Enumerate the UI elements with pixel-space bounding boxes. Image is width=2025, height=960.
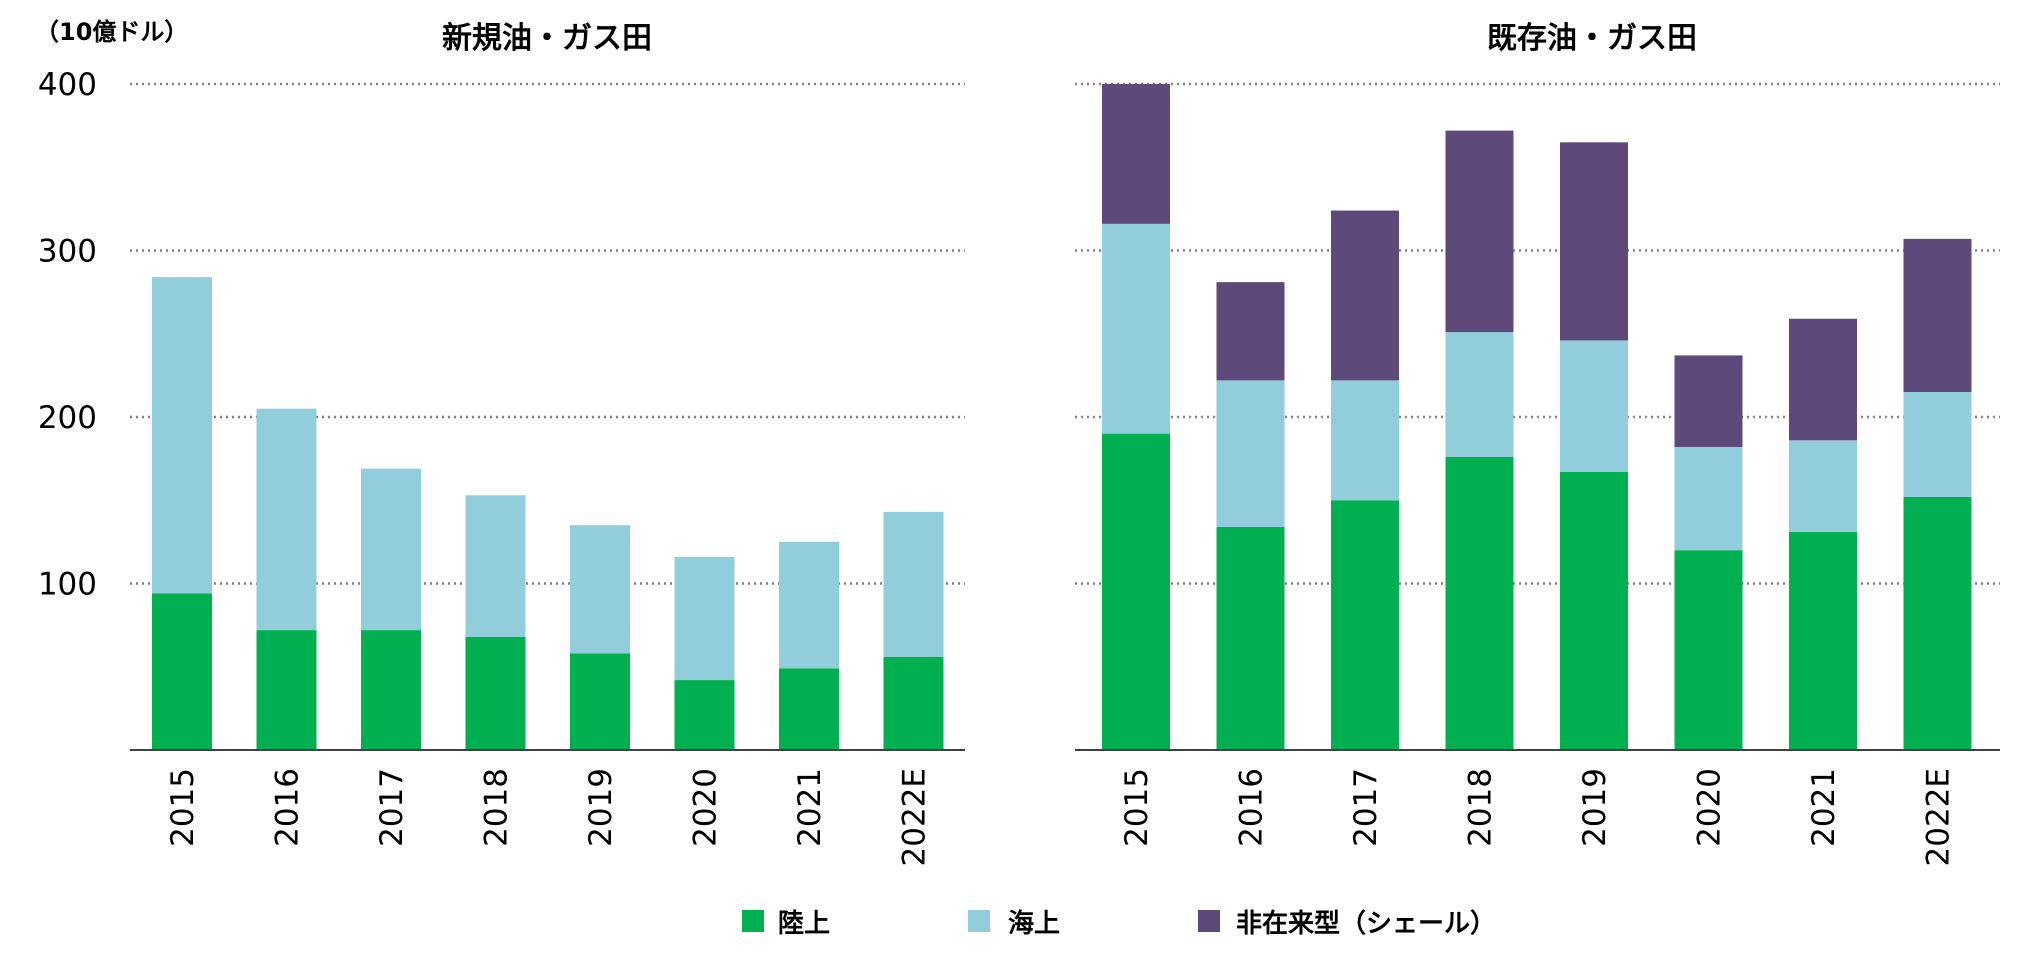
left-x-tick-labels: 2015 2016 2017 2018 2019 2020 2021 2022E — [165, 768, 933, 866]
legend-swatch-unconventional — [1198, 910, 1220, 932]
left-bar-onshore-2020 — [674, 680, 735, 750]
legend-swatch-offshore — [968, 910, 990, 932]
right-bar-offshore-2015 — [1102, 223, 1170, 434]
right-bar-unconventional-2017 — [1331, 210, 1399, 381]
legend-label-onshore: 陸上 — [778, 909, 830, 939]
left-bar-onshore-2016 — [256, 630, 317, 750]
legend-swatch-onshore — [742, 910, 764, 932]
right-x-tick-label-2020: 2020 — [1692, 768, 1728, 847]
left-bar-offshore-2019 — [570, 525, 630, 654]
right-bar-onshore-2021 — [1789, 531, 1857, 750]
left-bar-offshore-2020 — [674, 556, 735, 681]
left-x-tick-label-2018: 2018 — [479, 768, 515, 847]
left-bar-onshore-2019 — [570, 653, 630, 750]
right-bar-unconventional-2022E — [1903, 238, 1972, 393]
right-bar-onshore-2020 — [1674, 550, 1743, 750]
left-x-tick-label-2020: 2020 — [688, 768, 724, 847]
left-bar-offshore-2017 — [361, 468, 421, 631]
left-x-tick-label-2019: 2019 — [583, 768, 619, 847]
right-x-tick-label-2021: 2021 — [1806, 768, 1842, 847]
left-bar-offshore-2015 — [152, 277, 212, 594]
left-x-tick-label-2022E: 2022E — [897, 768, 933, 866]
y-tick-label-100: 100 — [38, 567, 97, 603]
left-bar-offshore-2016 — [256, 408, 317, 631]
right-bar-offshore-2019 — [1560, 340, 1628, 472]
right-x-tick-label-2018: 2018 — [1463, 768, 1499, 847]
left-y-tick-labels: 100 200 300 400 — [38, 67, 97, 603]
right-bar-unconventional-2015 — [1102, 84, 1170, 224]
right-bar-offshore-2016 — [1216, 380, 1285, 527]
left-x-tick-label-2017: 2017 — [374, 768, 410, 847]
right-bar-onshore-2015 — [1102, 433, 1170, 750]
y-tick-label-400: 400 — [38, 67, 97, 103]
left-x-tick-label-2021: 2021 — [792, 768, 828, 847]
legend-label-unconventional: 非在来型（シェール） — [1236, 909, 1496, 939]
right-bar-offshore-2022E — [1903, 392, 1972, 497]
right-bar-offshore-2017 — [1331, 380, 1399, 501]
left-bar-offshore-2018 — [465, 495, 526, 637]
left-x-tick-label-2016: 2016 — [270, 768, 306, 847]
right-x-tick-labels: 2015 2016 2017 2018 2019 2020 2021 2022E — [1119, 768, 1957, 866]
right-bar-offshore-2018 — [1445, 332, 1514, 457]
left-gridlines — [130, 82, 965, 585]
right-x-tick-label-2017: 2017 — [1348, 768, 1384, 847]
right-x-tick-label-2016: 2016 — [1234, 768, 1270, 847]
y-tick-label-300: 300 — [38, 234, 97, 270]
legend: 陸上 海上 非在来型（シェール） — [742, 909, 1496, 939]
left-bar-onshore-2017 — [361, 630, 421, 750]
left-bar-offshore-2022E — [883, 511, 944, 657]
right-chart-title: 既存油・ガス田 — [1487, 21, 1697, 56]
right-bar-unconventional-2018 — [1445, 130, 1514, 333]
left-bars — [152, 277, 944, 750]
right-chart: 既存油・ガス田 2015 2016 2017 2018 2019 2020 2021 2022… — [1075, 21, 2000, 866]
right-bar-onshore-2016 — [1216, 526, 1285, 750]
right-bar-onshore-2019 — [1560, 471, 1628, 750]
right-gridlines — [1075, 82, 2000, 585]
right-x-tick-label-2015: 2015 — [1119, 768, 1155, 847]
right-bar-onshore-2022E — [1903, 496, 1972, 750]
left-x-tick-label-2015: 2015 — [165, 768, 201, 847]
right-bar-onshore-2017 — [1331, 500, 1399, 750]
right-bar-unconventional-2021 — [1789, 318, 1857, 441]
left-bar-onshore-2021 — [779, 668, 839, 750]
right-x-tick-label-2022E: 2022E — [1921, 768, 1957, 866]
left-bar-offshore-2021 — [779, 541, 839, 669]
right-bar-offshore-2021 — [1789, 440, 1857, 532]
right-bar-offshore-2020 — [1674, 446, 1743, 551]
legend-label-offshore: 海上 — [1008, 909, 1060, 939]
right-bar-unconventional-2019 — [1560, 142, 1628, 341]
left-bar-onshore-2022E — [883, 656, 944, 750]
y-tick-label-200: 200 — [38, 400, 97, 436]
left-bar-onshore-2015 — [152, 593, 212, 750]
right-bars — [1102, 84, 1972, 750]
right-bar-unconventional-2016 — [1216, 282, 1285, 381]
left-bar-onshore-2018 — [465, 636, 526, 750]
right-bar-unconventional-2020 — [1674, 355, 1743, 447]
right-x-tick-label-2019: 2019 — [1577, 768, 1613, 847]
right-bar-onshore-2018 — [1445, 456, 1514, 750]
unit-label: （10億ドル） — [35, 18, 188, 46]
left-chart-title: 新規油・ガス田 — [442, 21, 652, 56]
